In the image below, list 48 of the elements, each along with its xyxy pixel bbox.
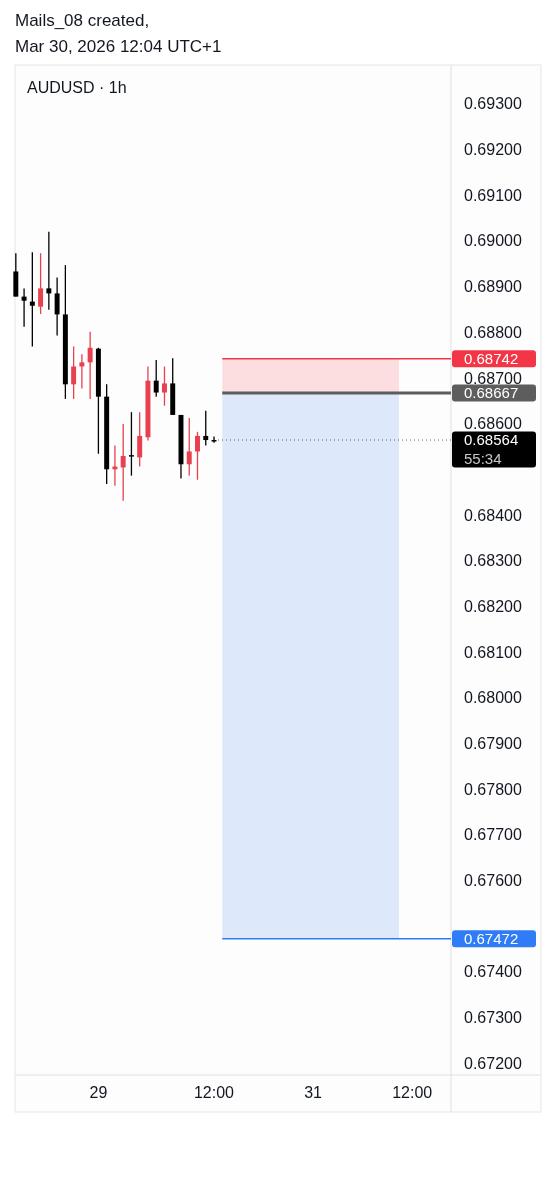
- y-tick-label: 0.68200: [464, 597, 522, 615]
- x-tick-label: 29: [89, 1084, 108, 1101]
- candlestick: [161, 365, 167, 407]
- y-tick-label: 0.67200: [464, 1054, 522, 1072]
- y-tick-label: 0.69100: [464, 186, 522, 204]
- ref-line-label: 0.68564 55:34: [464, 431, 519, 468]
- chart-title: Mails_08 created,: [15, 11, 150, 30]
- y-tick-label: 0.67900: [464, 734, 522, 752]
- y-tick-label: 0.67300: [464, 1009, 522, 1027]
- candlestick: [153, 359, 159, 398]
- annotation: AUDUSD · 1h: [27, 79, 127, 96]
- candlestick: [128, 411, 134, 477]
- y-tick-label: 0.68900: [464, 278, 522, 296]
- candlestick: [120, 423, 126, 502]
- y-tick-label: 0.68600: [464, 415, 522, 433]
- y-tick-label: 0.68100: [464, 643, 522, 661]
- candlestick: [203, 410, 209, 447]
- y-tick-label: 0.68000: [464, 689, 522, 707]
- candlestick: [38, 252, 44, 315]
- chart-subtitle: Mar 30, 2026 12:04 UTC+1: [15, 37, 222, 56]
- y-tick-label: 0.67700: [464, 826, 522, 844]
- candlestick: [29, 251, 35, 348]
- candlestick: [46, 231, 52, 311]
- candlestick: [21, 287, 27, 328]
- ref-line-label: 0.68742: [464, 349, 519, 367]
- candlestick: [54, 276, 60, 337]
- y-tick-label: 0.69200: [464, 141, 522, 159]
- candlestick: [87, 331, 93, 400]
- y-tick-label: 0.68300: [464, 552, 522, 570]
- ref-line-label: 0.68667: [464, 384, 519, 402]
- x-tick-label: 31: [304, 1084, 323, 1101]
- candlestick: [137, 411, 143, 468]
- y-tick-label: 0.68700: [464, 369, 522, 387]
- candlestick: [186, 417, 192, 477]
- y-tick-label: 0.67800: [464, 780, 522, 798]
- y-tick-label: 0.68800: [464, 323, 522, 341]
- y-tick-label: 0.69000: [464, 232, 522, 250]
- y-tick-label: 0.69300: [464, 95, 522, 113]
- candlestick: [71, 345, 77, 400]
- x-tick-label: 12:00: [392, 1084, 433, 1101]
- candlestick: [211, 435, 217, 444]
- x-tick-label: 12:00: [193, 1084, 235, 1101]
- ref-line-label: 0.67472: [464, 930, 519, 948]
- candlestick: [79, 353, 85, 390]
- candlestick: [195, 431, 200, 481]
- y-tick-label: 0.67600: [464, 872, 522, 889]
- y-tick-label: 0.67400: [464, 963, 522, 981]
- y-tick-label: 0.68400: [464, 506, 522, 524]
